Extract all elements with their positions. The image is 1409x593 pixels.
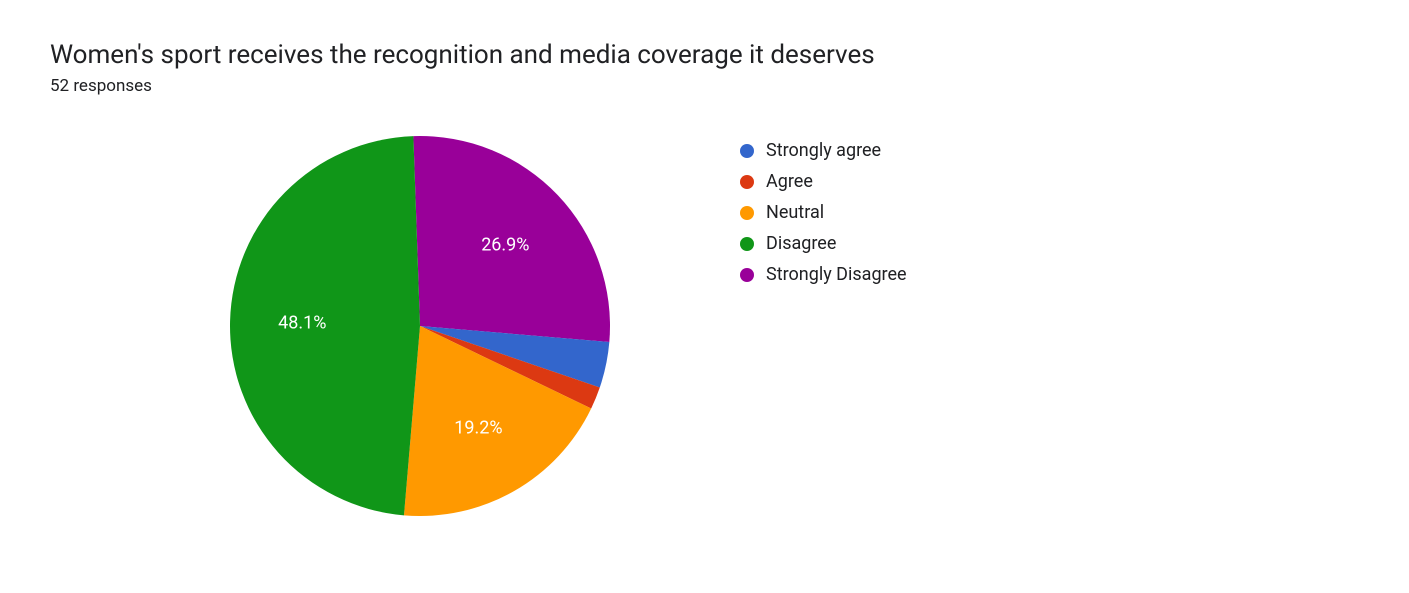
legend-item[interactable]: Strongly agree bbox=[740, 140, 907, 161]
legend-swatch bbox=[740, 206, 754, 220]
legend-item[interactable]: Strongly Disagree bbox=[740, 264, 907, 285]
legend-item[interactable]: Neutral bbox=[740, 202, 907, 223]
slice-percent-label: 26.9% bbox=[481, 234, 529, 255]
pie-chart: 26.9% 19.2% 48.1% bbox=[230, 136, 610, 516]
slice-percent-label: 48.1% bbox=[278, 313, 326, 334]
legend-label: Strongly agree bbox=[766, 140, 881, 161]
slice-percent-label: 19.2% bbox=[454, 418, 502, 439]
legend-item[interactable]: Disagree bbox=[740, 233, 907, 254]
legend-item[interactable]: Agree bbox=[740, 171, 907, 192]
legend-label: Disagree bbox=[766, 233, 836, 254]
legend-label: Neutral bbox=[766, 202, 824, 223]
legend-swatch bbox=[740, 144, 754, 158]
legend-swatch bbox=[740, 175, 754, 189]
legend-swatch bbox=[740, 268, 754, 282]
chart-title: Women's sport receives the recognition a… bbox=[50, 40, 1359, 70]
legend-label: Agree bbox=[766, 171, 813, 192]
chart-area: 26.9% 19.2% 48.1% Strongly agree Agree Neutr… bbox=[50, 136, 1359, 516]
legend-label: Strongly Disagree bbox=[766, 264, 907, 285]
legend: Strongly agree Agree Neutral Disagree Strong… bbox=[740, 140, 907, 295]
legend-swatch bbox=[740, 237, 754, 251]
responses-count: 52 responses bbox=[50, 76, 1359, 96]
